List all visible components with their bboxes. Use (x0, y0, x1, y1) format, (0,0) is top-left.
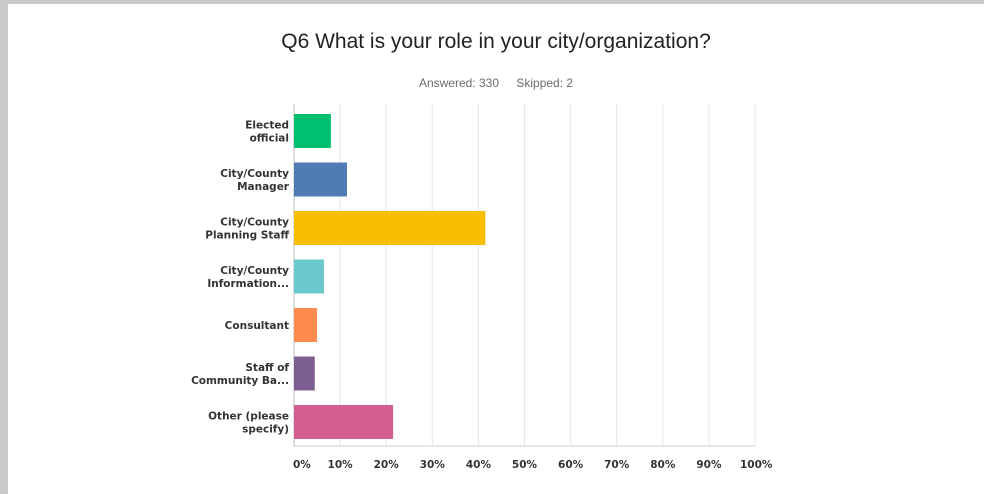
category-label: Community Ba... (191, 375, 289, 387)
category-label: specify) (242, 424, 289, 436)
category-label: Elected (245, 120, 289, 132)
category-label: Staff of (245, 362, 289, 374)
x-tick-label: 20% (374, 459, 400, 471)
x-tick-label: 60% (558, 459, 584, 471)
answered-count: Answered: 330 (418, 76, 499, 90)
bar (294, 259, 324, 294)
bar (294, 211, 486, 245)
x-tick-label: 100% (740, 459, 773, 471)
x-tick-label: 40% (466, 459, 492, 471)
bar (294, 308, 318, 342)
bar (294, 162, 348, 197)
x-tick-label: 90% (696, 459, 722, 471)
x-tick-label: 10% (328, 459, 354, 471)
x-tick-label: 0% (293, 459, 311, 471)
category-label: Consultant (225, 320, 289, 332)
category-label: City/County (220, 265, 289, 277)
x-tick-label: 50% (512, 459, 538, 471)
bar (294, 405, 394, 439)
bar (294, 114, 331, 148)
skipped-count: Skipped: 2 (516, 76, 574, 90)
bar (294, 356, 315, 391)
chart-title: Q6 What is your role in your city/organi… (281, 30, 711, 53)
category-label: Other (please (208, 411, 289, 423)
category-label: City/County (220, 168, 289, 180)
category-label: Information... (207, 278, 289, 290)
category-label: Planning Staff (205, 230, 289, 242)
x-tick-label: 80% (650, 459, 676, 471)
response-stats: Answered: 330 Skipped: 2 (8, 76, 984, 90)
category-label: official (250, 133, 289, 145)
chart-card: Q6 What is your role in your city/organi… (8, 4, 984, 494)
category-label: Manager (237, 181, 290, 193)
category-label: City/County (220, 217, 289, 229)
x-tick-label: 70% (604, 459, 630, 471)
x-tick-label: 30% (420, 459, 446, 471)
